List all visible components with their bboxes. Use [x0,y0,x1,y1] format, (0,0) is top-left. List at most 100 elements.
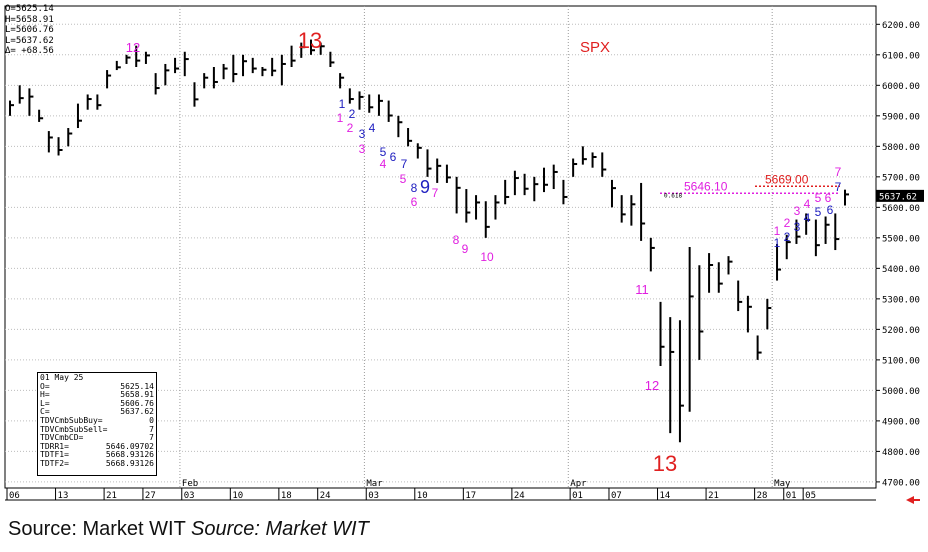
x-tick-label: 21 [708,491,719,501]
count-label: 4 [369,121,376,135]
x-tick-label: 17 [465,491,476,501]
count-label: 9 [462,242,469,256]
x-tick-label: 18 [281,491,292,501]
month-label: Mar [366,479,383,489]
count-label: 9 [420,177,430,197]
x-tick-label: 03 [184,491,195,501]
y-tick-label: 6100.00 [882,51,920,61]
count-label: 7 [432,186,439,200]
stats-value: 7 [149,424,154,434]
x-tick-label: 21 [106,491,117,501]
count-label: 7 [835,180,842,194]
price-chart: 6200.006100.006000.005900.005800.005700.… [4,5,924,504]
count-label: 1 [774,236,781,250]
chart-title: SPX [580,39,610,56]
count-label: 6 [411,195,418,209]
count-label: 2 [347,121,354,135]
stats-value: 5637.62 [120,407,154,417]
ohlc-high: H=5658.91 [5,14,54,25]
source-italic: Source: Market WIT [191,518,369,540]
count-label: 2 [784,216,791,230]
count-label: 5 [380,145,387,159]
x-tick-label: 24 [514,491,525,501]
stats-value: 0 [149,415,154,425]
month-label: May [774,479,791,489]
count-label: 2 [784,230,791,244]
stats-row: TDVCmbCD= 7 [40,434,154,443]
stats-row: H= 5658.91 [40,391,154,400]
y-tick-label: 4700.00 [882,478,920,488]
count-label: 11 [635,282,649,297]
x-tick-label: 24 [320,491,331,501]
count-label: 5 [815,191,822,205]
stats-row: TDTF1= 5668.93126 [40,451,154,460]
ohlc-last: L=5637.62 [5,35,54,46]
stats-key: O= [40,381,50,391]
count-label: 1 [774,224,781,238]
stats-key: TDVCmbCD= [40,433,84,443]
count-label: 1 [337,111,344,125]
stats-row: TDVCmbSubSell= 7 [40,424,154,435]
count-label: 8 [411,181,418,195]
stats-value: 5625.14 [120,381,154,391]
stats-row: C= 5637.62 [40,408,154,417]
count-label: 5 [400,172,407,186]
ohlc-change: Δ= +68.56 [5,46,54,56]
count-label: 12 [126,40,140,55]
source-text: Source: Market WIT [8,518,186,540]
stats-key: H= [40,390,50,400]
count-label: 12 [645,378,659,393]
count-label: 10 [480,250,494,264]
month-label: Feb [182,479,198,489]
level-label: 5646.10 [684,179,728,193]
stats-row: O= 5625.14 [40,381,154,392]
source-caption: Source: Market WIT Source: Market WIT [8,518,369,541]
ohlc-header: O=5625.14 H=5658.91 L=5606.76 L=5637.62 … [5,4,54,57]
stats-panel: 01 May 25 O= 5625.14 H= 5658.91 L= 5606.76 C= 5… [37,372,157,476]
count-label: 4 [804,211,811,225]
stats-date: 01 May 25 [40,373,84,382]
y-tick-label: 6200.00 [882,21,920,31]
y-tick-label: 5000.00 [882,387,920,397]
x-tick-label: 13 [58,491,69,501]
stats-value: 5668.93126 [105,450,154,460]
count-label: 3 [794,204,801,218]
fib-ratio-label: 0.618 [664,192,682,199]
count-label: 3 [359,142,366,156]
stats-key: TDVCmbSubSell= [40,424,108,434]
stats-key: TDTF2= [40,458,69,468]
count-label: 7 [835,165,842,179]
count-label: 8 [453,233,460,247]
y-tick-label: 5700.00 [882,173,920,183]
y-tick-label: 6000.00 [882,82,920,92]
ohlc-low: L=5606.76 [5,25,54,35]
x-tick-label: 03 [368,491,379,501]
x-tick-label: 27 [145,491,156,501]
count-label: 5 [815,205,822,219]
stats-row: TDTF2= 5668.93126 [40,458,154,469]
x-tick-label: 01 [786,491,797,501]
stats-key: L= [40,398,50,408]
stats-value: 7 [149,433,154,443]
x-tick-label: 10 [417,491,428,501]
stats-value: 5606.76 [120,398,154,408]
y-tick-label: 5400.00 [882,265,920,275]
scroll-arrow-icon [906,496,914,504]
y-tick-label: 5500.00 [882,234,920,244]
x-tick-label: 10 [232,491,243,501]
stats-key: TDRR1= [40,441,69,451]
count-label: 6 [825,191,832,205]
y-tick-label: 5800.00 [882,143,920,153]
y-tick-label: 5300.00 [882,295,920,305]
last-price-label: 5637.62 [879,192,917,202]
count-label: 7 [401,157,408,171]
count-label: 13 [653,451,677,476]
stats-value: 5668.93126 [105,458,154,468]
count-label: 3 [794,220,801,234]
count-label: 3 [359,127,366,141]
x-tick-label: 01 [572,491,583,501]
count-label: 13 [298,28,322,53]
x-tick-label: 05 [805,491,816,501]
x-tick-label: 28 [757,491,768,501]
count-label: 1 [339,97,346,111]
